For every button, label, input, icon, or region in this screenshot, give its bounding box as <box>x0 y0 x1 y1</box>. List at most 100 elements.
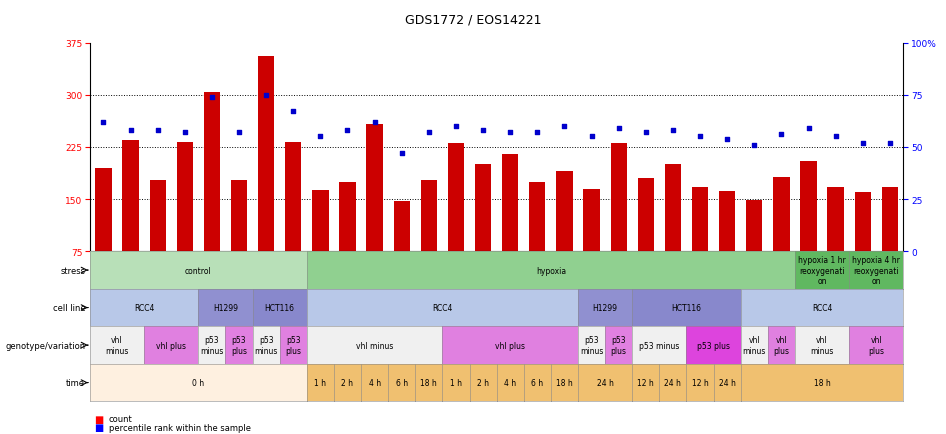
Text: p53
plus: p53 plus <box>286 335 301 355</box>
Point <box>150 128 166 135</box>
Bar <box>366 125 383 252</box>
Bar <box>529 182 546 252</box>
Text: vhl plus: vhl plus <box>495 341 525 350</box>
Point <box>774 132 789 138</box>
Text: GDS1772 / EOS14221: GDS1772 / EOS14221 <box>405 13 541 26</box>
Text: 4 h: 4 h <box>504 378 517 387</box>
Point <box>177 129 192 136</box>
Text: H1299: H1299 <box>592 303 618 312</box>
Bar <box>692 188 709 252</box>
Text: p53 minus: p53 minus <box>639 341 679 350</box>
Point <box>258 92 273 99</box>
Bar <box>773 178 790 252</box>
Text: p53
minus: p53 minus <box>201 335 223 355</box>
Bar <box>340 182 356 252</box>
Point <box>313 134 328 141</box>
Point <box>96 119 111 126</box>
Text: hypoxia 4 hr
reoxygenati
on: hypoxia 4 hr reoxygenati on <box>852 256 901 285</box>
Bar <box>447 144 464 252</box>
Point <box>692 134 708 141</box>
Point <box>855 140 870 147</box>
Text: HCT116: HCT116 <box>672 303 702 312</box>
Bar <box>312 191 328 252</box>
Text: percentile rank within the sample: percentile rank within the sample <box>109 423 251 432</box>
Text: 1 h: 1 h <box>450 378 462 387</box>
Text: 12 h: 12 h <box>692 378 709 387</box>
Text: 6 h: 6 h <box>395 378 408 387</box>
Text: RCC4: RCC4 <box>432 303 452 312</box>
Point <box>421 129 436 136</box>
Bar <box>882 188 898 252</box>
Text: count: count <box>109 414 132 423</box>
Text: 2 h: 2 h <box>477 378 489 387</box>
Point <box>232 129 247 136</box>
Point <box>502 129 517 136</box>
Bar <box>610 144 627 252</box>
Point <box>883 140 898 147</box>
Bar <box>394 202 410 252</box>
Text: vhl
minus: vhl minus <box>105 335 129 355</box>
Point <box>828 134 843 141</box>
Bar <box>502 155 518 252</box>
Text: hypoxia 1 hr
reoxygenati
on: hypoxia 1 hr reoxygenati on <box>798 256 846 285</box>
Text: cell line: cell line <box>53 303 85 312</box>
Point <box>801 125 816 132</box>
Text: 18 h: 18 h <box>814 378 831 387</box>
Text: 24 h: 24 h <box>597 378 614 387</box>
Text: 4 h: 4 h <box>369 378 380 387</box>
Bar <box>231 180 247 252</box>
Point <box>639 129 654 136</box>
Text: RCC4: RCC4 <box>134 303 154 312</box>
Text: p53
minus: p53 minus <box>580 335 604 355</box>
Bar <box>122 141 139 252</box>
Text: 12 h: 12 h <box>638 378 655 387</box>
Text: HCT116: HCT116 <box>265 303 295 312</box>
Text: time: time <box>66 378 85 387</box>
Bar <box>475 165 491 252</box>
Point <box>448 123 464 130</box>
Text: ■: ■ <box>95 423 104 432</box>
Point <box>584 134 599 141</box>
Bar <box>665 165 681 252</box>
Text: p53
plus: p53 plus <box>231 335 247 355</box>
Point <box>665 128 680 135</box>
Bar <box>421 180 437 252</box>
Point <box>746 142 762 149</box>
Bar <box>828 188 844 252</box>
Point <box>367 119 382 126</box>
Text: vhl
plus: vhl plus <box>868 335 885 355</box>
Text: control: control <box>185 266 212 275</box>
Text: genotype/variation: genotype/variation <box>5 341 85 350</box>
Point <box>394 150 410 157</box>
Point <box>557 123 572 130</box>
Point <box>720 136 735 143</box>
Bar <box>258 57 274 252</box>
Bar <box>285 143 302 252</box>
Text: vhl
minus: vhl minus <box>743 335 766 355</box>
Text: 1 h: 1 h <box>314 378 326 387</box>
Text: 24 h: 24 h <box>719 378 736 387</box>
Point <box>340 128 355 135</box>
Point <box>530 129 545 136</box>
Bar <box>96 168 112 252</box>
Point <box>476 128 491 135</box>
Text: hypoxia: hypoxia <box>535 266 566 275</box>
Text: RCC4: RCC4 <box>812 303 832 312</box>
Text: 24 h: 24 h <box>664 378 681 387</box>
Text: stress: stress <box>61 266 85 275</box>
Text: p53
plus: p53 plus <box>611 335 626 355</box>
Bar <box>719 191 735 252</box>
Bar <box>638 179 654 252</box>
Text: 18 h: 18 h <box>420 378 437 387</box>
Bar <box>177 143 193 252</box>
Bar <box>556 172 572 252</box>
Point <box>123 128 138 135</box>
Text: 18 h: 18 h <box>556 378 573 387</box>
Text: 0 h: 0 h <box>192 378 204 387</box>
Text: ■: ■ <box>95 414 104 424</box>
Text: H1299: H1299 <box>213 303 238 312</box>
Point <box>286 108 301 115</box>
Bar <box>746 201 762 252</box>
Bar <box>149 180 166 252</box>
Bar <box>203 93 220 252</box>
